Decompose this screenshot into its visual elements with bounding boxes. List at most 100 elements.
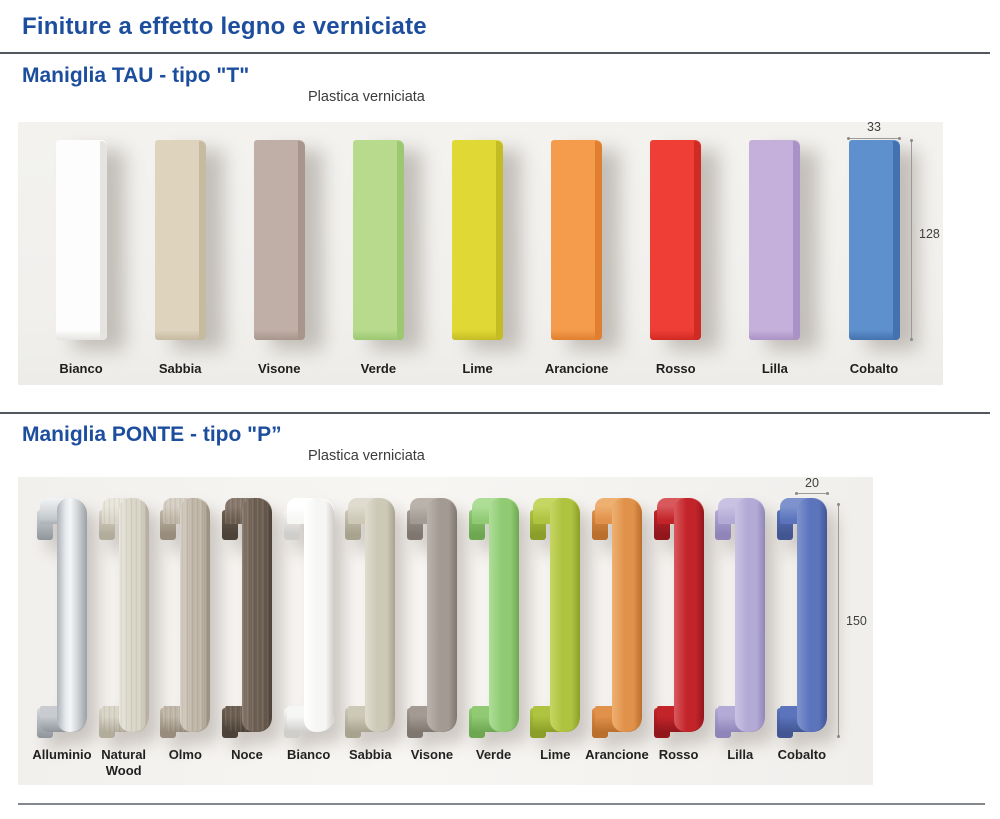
swatch-label: Sabbia — [348, 747, 392, 762]
height-dimension-line — [837, 503, 840, 738]
handle-swatch: Cobalto — [774, 477, 830, 780]
swatch-label: Visone — [410, 747, 454, 762]
handle-grip — [57, 498, 87, 732]
finish-swatch: Sabbia — [140, 122, 220, 377]
handle-grip — [550, 498, 581, 732]
width-dimension-line — [795, 492, 829, 495]
handle-image — [37, 498, 87, 738]
swatch-bar-side-face — [297, 141, 305, 340]
swatch-label: Verde — [360, 361, 397, 376]
handle-grip — [796, 498, 827, 732]
handle-image — [653, 498, 704, 738]
swatch-label: Sabbia — [158, 361, 202, 376]
section-heading-tau: Maniglia TAU - tipo "T" — [22, 64, 250, 87]
swatch-bar — [154, 140, 206, 340]
handle-image — [776, 498, 827, 738]
swatch-label: Lilla — [727, 747, 754, 762]
swatch-label: Rosso — [655, 361, 696, 376]
swatch-label: Rosso — [658, 747, 699, 762]
swatch-label: Natural Wood — [101, 747, 147, 779]
swatch-bar — [452, 140, 503, 340]
handle-grip — [303, 498, 334, 732]
handle-swatch: Lilla — [712, 477, 768, 780]
width-dimension-label: 33 — [867, 120, 881, 134]
swatch-bar — [650, 140, 702, 340]
page-title: Finiture a effetto legno e verniciate — [22, 13, 427, 40]
finish-swatch: Cobalto — [834, 122, 914, 377]
width-dimension-line — [847, 137, 901, 140]
swatch-label: Visone — [258, 361, 301, 376]
swatch-label: Cobalto — [777, 747, 827, 762]
handle-grip — [180, 498, 211, 732]
swatch-label: Cobalto — [849, 361, 899, 376]
swatch-bar — [253, 140, 305, 340]
finish-swatch: Lime — [438, 122, 518, 377]
swatch-bar — [551, 140, 603, 340]
ponte-swatch-row: Alluminio Natural Wood Olmo Noce — [18, 477, 873, 780]
handle-swatch: Visone — [404, 477, 460, 780]
swatch-bar — [55, 140, 107, 340]
handle-grip — [365, 498, 396, 732]
handle-image — [530, 498, 581, 738]
swatch-bar — [848, 140, 900, 340]
swatch-bar-side-face — [496, 141, 503, 340]
swatch-label: Arancione — [585, 747, 649, 762]
swatch-bar-side-face — [694, 141, 702, 340]
section-heading-ponte: Maniglia PONTE - tipo "P” — [22, 423, 282, 446]
handle-image — [591, 498, 642, 738]
handle-grip — [241, 498, 272, 732]
handle-swatch: Rosso — [651, 477, 707, 780]
swatch-label: Lilla — [761, 361, 788, 376]
finish-swatch: Visone — [239, 122, 319, 377]
swatch-bar-side-face — [198, 141, 206, 340]
swatch-bar-side-face — [595, 141, 603, 340]
height-dimension-line — [910, 139, 913, 341]
handle-swatch: Sabbia — [342, 477, 398, 780]
handle-swatch: Alluminio — [32, 477, 92, 780]
separator-line — [0, 52, 990, 54]
swatch-label: Noce — [231, 747, 263, 762]
handle-grip — [426, 498, 457, 732]
separator-line — [0, 412, 990, 414]
handle-image — [221, 498, 272, 738]
swatch-bar-side-face — [892, 141, 900, 340]
finish-swatch: Verde — [338, 122, 418, 377]
handle-swatch: Olmo — [157, 477, 213, 780]
handle-swatch: Verde — [466, 477, 522, 780]
swatch-label: Lime — [462, 361, 493, 376]
handle-image — [468, 498, 519, 738]
tau-swatch-row: Bianco Sabbia Visone Verde Lime Arancion… — [18, 122, 943, 377]
handle-grip — [488, 498, 519, 732]
separator-line — [18, 803, 985, 805]
handle-swatch: Natural Wood — [96, 477, 152, 780]
swatch-bar-side-face — [99, 141, 107, 340]
swatch-bar-side-face — [793, 141, 801, 340]
finish-swatch: Arancione — [537, 122, 617, 377]
handle-image — [406, 498, 457, 738]
material-label-ponte: Plastica verniciata — [308, 448, 425, 464]
width-dimension-label: 20 — [805, 476, 819, 490]
swatch-label: Bianco — [286, 747, 331, 762]
height-dimension-label: 150 — [846, 614, 867, 628]
finish-swatch: Rosso — [636, 122, 716, 377]
handle-grip — [673, 498, 704, 732]
swatch-bar — [749, 140, 801, 340]
handle-image — [283, 498, 334, 738]
swatch-bar — [352, 140, 404, 340]
swatch-label: Verde — [475, 747, 512, 762]
handle-grip — [735, 498, 766, 732]
height-dimension-label: 128 — [919, 227, 940, 241]
finish-swatch: Lilla — [735, 122, 815, 377]
handle-swatch: Arancione — [585, 477, 649, 780]
swatch-bar-side-face — [396, 141, 404, 340]
finish-swatch: Bianco — [41, 122, 121, 377]
handle-image — [715, 498, 766, 738]
swatch-label: Lime — [540, 747, 571, 762]
handle-image — [160, 498, 211, 738]
handle-swatch: Lime — [527, 477, 583, 780]
ponte-swatch-panel: Alluminio Natural Wood Olmo Noce — [18, 476, 873, 785]
swatch-label: Bianco — [59, 361, 103, 376]
tau-swatch-panel: Bianco Sabbia Visone Verde Lime Arancion… — [18, 120, 943, 385]
swatch-label: Olmo — [168, 747, 202, 762]
material-label-tau: Plastica verniciata — [308, 89, 425, 105]
